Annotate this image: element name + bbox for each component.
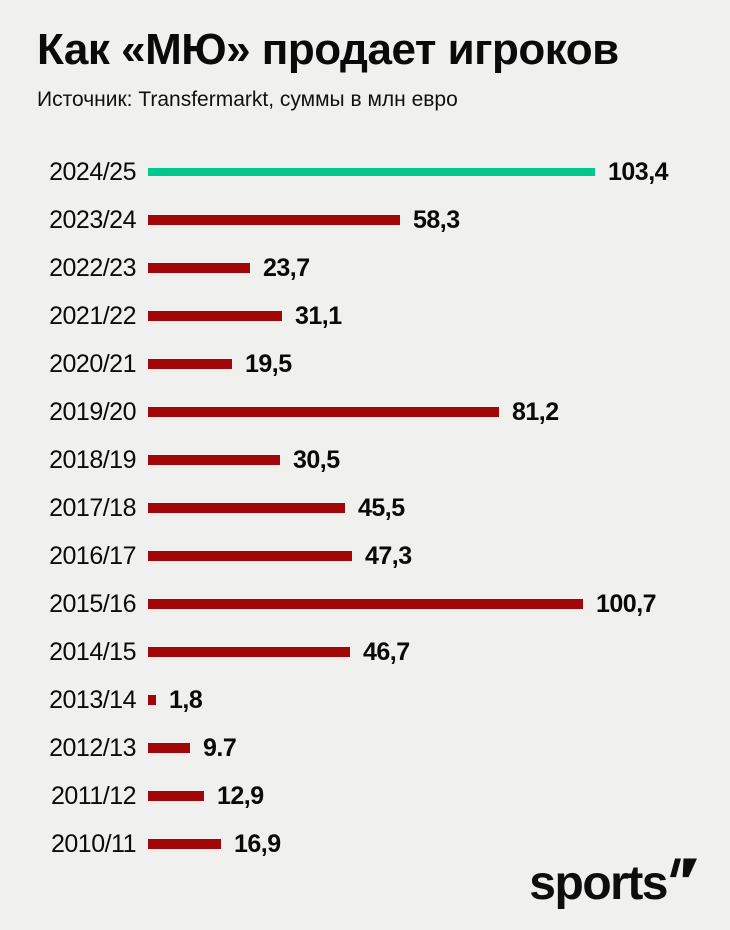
sports-logo: sports <box>529 857 668 910</box>
value-label: 9.7 <box>203 733 237 762</box>
season-label: 2024/25 <box>49 157 136 186</box>
value-label: 19,5 <box>245 349 292 378</box>
brand-footer: sports <box>529 857 697 910</box>
chart-row: 2014/15 46,7 <box>37 628 697 676</box>
chart-row: 2019/20 81,2 <box>37 388 697 436</box>
season-label: 2023/24 <box>49 205 136 234</box>
chart-row: 2016/17 47,3 <box>37 532 697 580</box>
value-label: 58,3 <box>413 205 460 234</box>
season-label: 2014/15 <box>49 637 136 666</box>
bar <box>148 407 499 418</box>
season-label: 2015/16 <box>49 589 136 618</box>
chart-row: 2022/23 23,7 <box>37 244 697 292</box>
value-label: 81,2 <box>512 397 559 426</box>
season-label: 2013/14 <box>49 685 136 714</box>
value-label: 31,1 <box>295 301 342 330</box>
chart-row: 2010/11 16,9 <box>37 820 697 868</box>
chart-row: 2013/14 1,8 <box>37 676 697 724</box>
chart-row: 2015/16 100,7 <box>37 580 697 628</box>
season-label: 2010/11 <box>50 829 137 858</box>
value-label: 103,4 <box>608 157 669 186</box>
season-label: 2022/23 <box>49 253 136 282</box>
season-label: 2020/21 <box>49 349 136 378</box>
page-title: Как «МЮ» продает игроков <box>37 25 619 74</box>
chart-row: 2021/22 31,1 <box>37 292 697 340</box>
chart-row: 2020/21 19,5 <box>37 340 697 388</box>
chart-row: 2024/25 103,4 <box>37 148 697 196</box>
value-label: 23,7 <box>263 253 310 282</box>
value-label: 47,3 <box>365 541 412 570</box>
season-label: 2017/18 <box>49 493 136 522</box>
bar <box>148 455 280 466</box>
bar <box>148 743 190 754</box>
value-label: 46,7 <box>363 637 410 666</box>
bar <box>148 215 400 226</box>
value-label: 45,5 <box>358 493 405 522</box>
chart-row: 2017/18 45,5 <box>37 484 697 532</box>
value-label: 30,5 <box>293 445 340 474</box>
chart-row: 2011/12 12,9 <box>37 772 697 820</box>
bar <box>148 791 204 802</box>
arrow-up-right-icon <box>670 858 697 886</box>
value-label: 1,8 <box>169 685 203 714</box>
bar <box>148 647 350 658</box>
season-label: 2012/13 <box>49 733 136 762</box>
chart-row: 2018/19 30,5 <box>37 436 697 484</box>
bar <box>148 359 232 370</box>
bar <box>148 551 352 562</box>
season-label: 2016/17 <box>49 541 136 570</box>
season-label: 2021/22 <box>49 301 136 330</box>
value-label: 100,7 <box>596 589 657 618</box>
value-label: 12,9 <box>217 781 264 810</box>
value-label: 16,9 <box>234 829 281 858</box>
bar <box>148 503 345 514</box>
season-label: 2011/12 <box>50 781 137 810</box>
source-note: Источник: Transfermarkt, суммы в млн евр… <box>37 88 458 112</box>
season-label: 2019/20 <box>49 397 136 426</box>
season-label: 2018/19 <box>49 445 136 474</box>
bar <box>148 263 250 274</box>
bar <box>148 599 583 610</box>
bar <box>148 695 156 706</box>
chart-row: 2012/13 9.7 <box>37 724 697 772</box>
chart-row: 2023/24 58,3 <box>37 196 697 244</box>
bar-highlighted <box>148 168 595 177</box>
bar <box>148 839 221 850</box>
bar-chart: 2024/25 103,4 2023/24 58,3 2022/23 23,7 2021/2… <box>37 148 697 868</box>
bar <box>148 311 282 322</box>
